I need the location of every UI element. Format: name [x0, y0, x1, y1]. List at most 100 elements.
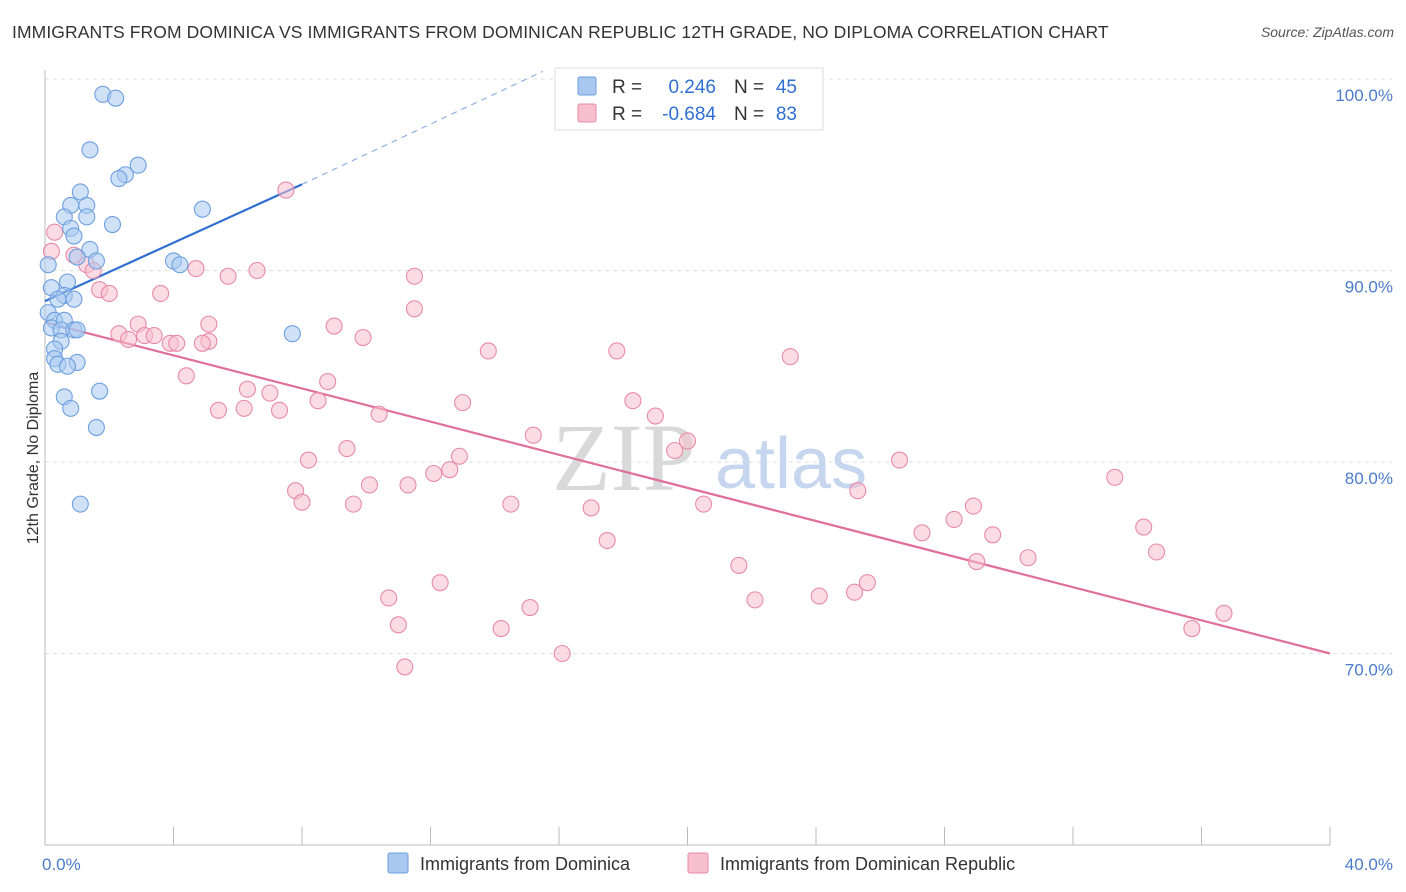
data-point	[103, 215, 122, 234]
stats-box-frame	[554, 67, 824, 131]
data-point	[730, 556, 748, 574]
data-point	[152, 284, 170, 303]
stats-n-label: N =	[734, 104, 764, 125]
data-point	[78, 208, 96, 226]
data-point	[1135, 518, 1153, 536]
data-point	[145, 327, 163, 345]
data-point	[58, 357, 77, 375]
legend-swatch	[687, 852, 709, 874]
data-point	[858, 574, 876, 592]
legend-label: Immigrants from Dominica	[420, 854, 631, 874]
data-point	[553, 644, 571, 663]
trend-line	[44, 183, 303, 303]
data-point	[309, 392, 327, 410]
data-point	[65, 290, 83, 308]
data-point	[238, 380, 256, 398]
data-points	[39, 85, 1233, 676]
data-point	[187, 260, 205, 278]
data-point	[399, 476, 417, 494]
data-point	[177, 367, 195, 385]
data-point	[945, 510, 963, 529]
data-point	[344, 495, 362, 513]
data-point	[200, 315, 218, 333]
data-point	[1019, 549, 1037, 567]
data-point	[1147, 543, 1166, 561]
data-point	[380, 589, 398, 607]
legend-swatch	[387, 852, 409, 874]
data-point	[608, 342, 626, 360]
data-point	[68, 248, 86, 266]
x-tick-label: 40.0%	[1345, 855, 1393, 874]
data-point	[405, 267, 423, 285]
gridlines	[45, 78, 1392, 654]
y-tick-label: 100.0%	[1335, 86, 1393, 105]
data-point	[502, 495, 520, 513]
legend-label: Immigrants from Dominican Republic	[720, 854, 1015, 874]
data-point	[479, 342, 497, 360]
stats-n-value: 45	[776, 77, 797, 98]
stats-swatch	[577, 76, 597, 96]
y-axis-label: 12th Grade, No Diploma	[25, 372, 42, 545]
axes	[44, 70, 1331, 846]
stats-swatch	[577, 103, 597, 123]
y-tick-label: 80.0%	[1345, 469, 1393, 488]
data-point	[338, 440, 356, 458]
tick-labels: 70.0% 80.0% 90.0% 100.0% 0.0% 40.0%	[42, 86, 1393, 874]
data-point	[87, 252, 105, 270]
data-point	[646, 407, 664, 425]
data-point	[1215, 604, 1233, 622]
stats-n-label: N =	[734, 77, 764, 98]
data-point	[49, 290, 67, 308]
data-point	[193, 200, 211, 218]
data-point	[354, 328, 372, 347]
data-point	[110, 170, 128, 188]
data-point	[283, 325, 301, 343]
data-point	[299, 451, 317, 469]
data-point	[492, 620, 510, 638]
data-point	[209, 401, 228, 419]
data-point	[781, 348, 799, 366]
data-point	[678, 432, 697, 450]
watermark: ZIP atlas	[552, 404, 867, 511]
data-point	[46, 223, 64, 241]
data-point	[746, 591, 764, 609]
data-point	[964, 497, 982, 515]
data-point	[68, 321, 86, 339]
stats-n-value: 83	[776, 104, 797, 125]
data-point	[845, 583, 864, 601]
data-point	[370, 405, 388, 423]
data-point	[193, 334, 211, 352]
data-point	[389, 616, 407, 634]
data-point	[171, 256, 189, 274]
data-point	[293, 493, 311, 511]
data-point	[849, 482, 867, 500]
data-point	[968, 553, 986, 571]
data-point	[810, 587, 828, 605]
data-point	[450, 447, 468, 465]
data-point	[107, 89, 125, 107]
source-credit: Source: ZipAtlas.com	[1260, 24, 1394, 40]
data-point	[521, 598, 539, 617]
trend-line	[44, 321, 1331, 655]
data-point	[431, 574, 449, 592]
data-point	[524, 426, 542, 444]
data-point	[100, 284, 118, 303]
data-point	[1106, 468, 1124, 486]
data-point	[890, 451, 909, 469]
data-point	[168, 334, 186, 352]
data-point	[81, 141, 99, 159]
data-point	[360, 476, 379, 494]
stats-r-label: R =	[612, 77, 642, 98]
stats-r-label: R =	[612, 104, 642, 125]
stats-r-value: -0.684	[662, 104, 716, 125]
data-point	[425, 464, 443, 483]
watermark-atlas: atlas	[715, 424, 867, 504]
data-point	[984, 526, 1002, 544]
data-point	[248, 261, 266, 280]
data-point	[441, 461, 459, 479]
data-point	[1183, 620, 1201, 638]
data-point	[666, 441, 684, 460]
stats-r-value: 0.246	[668, 77, 716, 98]
data-point	[39, 256, 57, 274]
